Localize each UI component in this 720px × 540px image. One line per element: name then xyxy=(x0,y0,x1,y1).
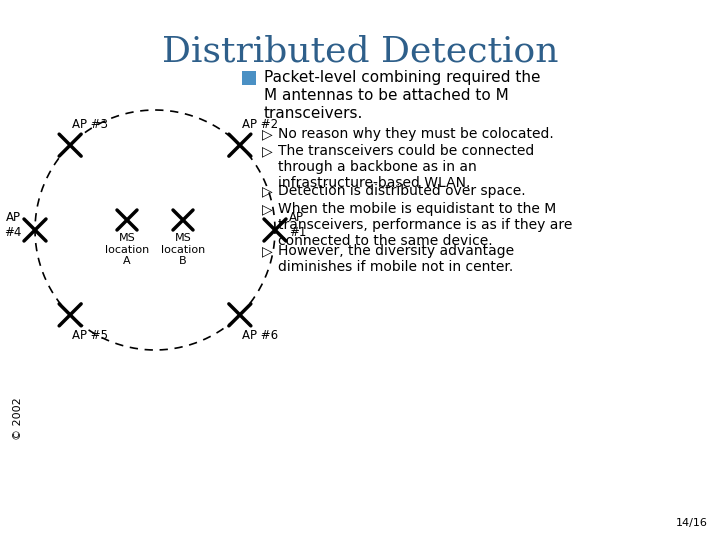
Text: However, the diversity advantage
diminishes if mobile not in center.: However, the diversity advantage diminis… xyxy=(278,244,514,274)
Text: The transceivers could be connected
through a backbone as in an
infrastructure-b: The transceivers could be connected thro… xyxy=(278,144,534,191)
Text: ▷: ▷ xyxy=(262,202,273,216)
Text: © 2002: © 2002 xyxy=(13,397,23,440)
Text: AP
#1: AP #1 xyxy=(289,211,307,239)
Text: AP
#4: AP #4 xyxy=(4,211,21,239)
Text: Detection is distributed over space.: Detection is distributed over space. xyxy=(278,184,526,198)
Text: ▷: ▷ xyxy=(262,184,273,198)
Text: MS
location
A: MS location A xyxy=(105,233,149,266)
Text: AP #2: AP #2 xyxy=(242,118,278,131)
Text: transceivers.: transceivers. xyxy=(264,106,364,121)
Text: AP #6: AP #6 xyxy=(242,329,278,342)
Text: ▷: ▷ xyxy=(262,244,273,258)
Text: AP #5: AP #5 xyxy=(72,329,108,342)
Text: Packet-level combining required the: Packet-level combining required the xyxy=(264,70,541,85)
Text: ▷: ▷ xyxy=(262,127,273,141)
Text: No reason why they must be colocated.: No reason why they must be colocated. xyxy=(278,127,554,141)
Text: M antennas to be attached to M: M antennas to be attached to M xyxy=(264,88,509,103)
Text: AP #3: AP #3 xyxy=(72,118,108,131)
Text: 14/16: 14/16 xyxy=(676,518,708,528)
Text: ▷: ▷ xyxy=(262,144,273,158)
Text: When the mobile is equidistant to the M
transceivers, performance is as if they : When the mobile is equidistant to the M … xyxy=(278,202,572,248)
Text: MS
location
B: MS location B xyxy=(161,233,205,266)
Bar xyxy=(242,71,256,85)
Text: Distributed Detection: Distributed Detection xyxy=(162,35,558,69)
